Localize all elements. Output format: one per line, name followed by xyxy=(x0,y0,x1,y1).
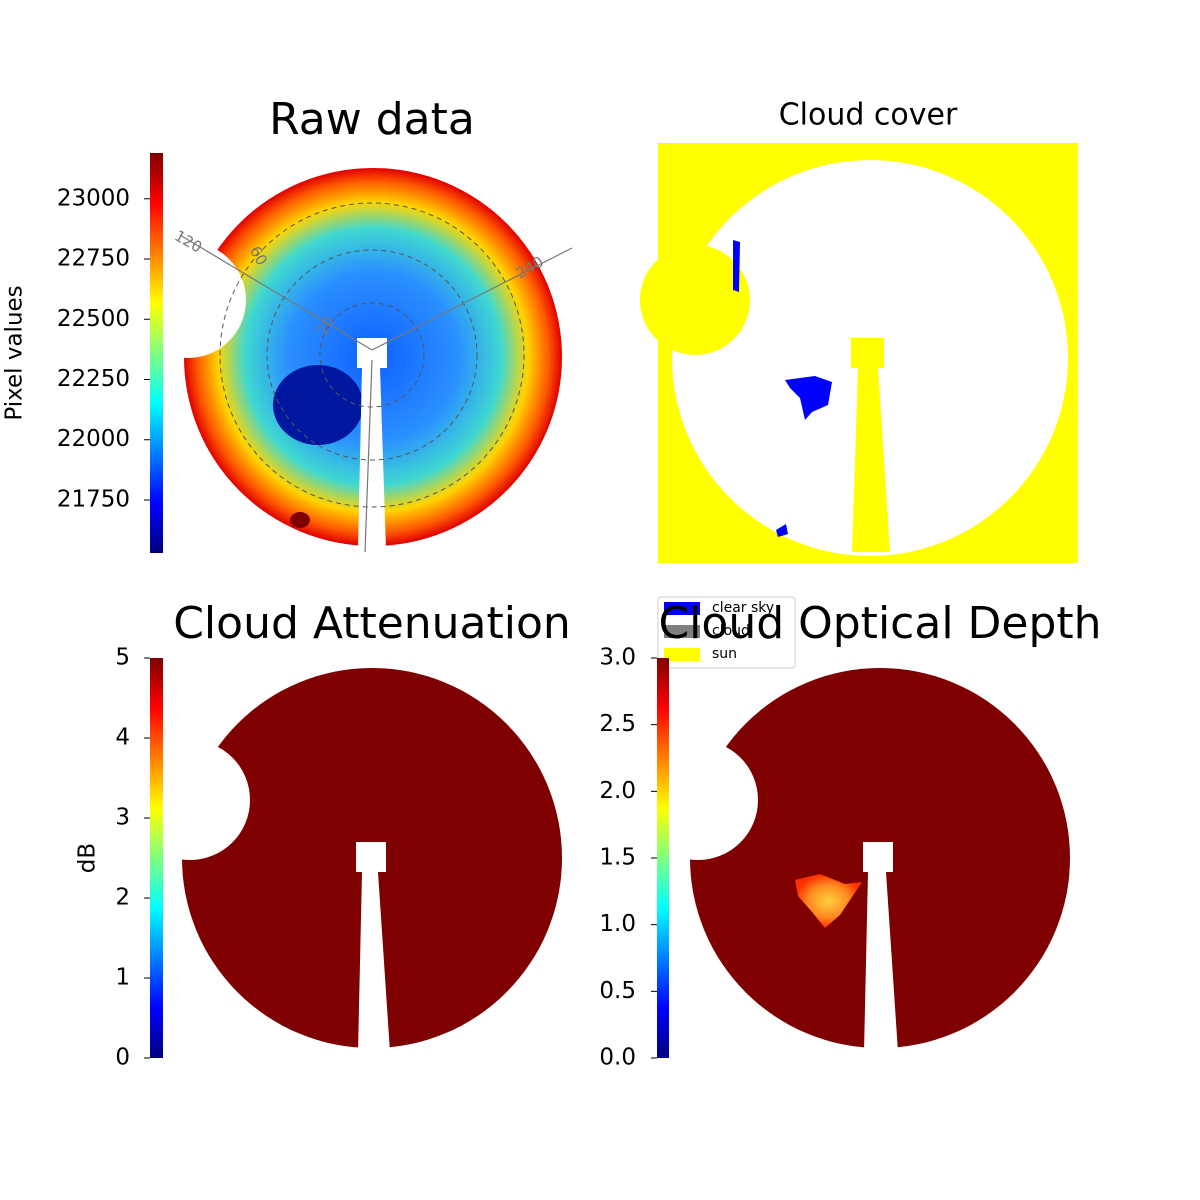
cod-image xyxy=(638,668,1070,1052)
colorbar-tick-label: 3 xyxy=(115,805,130,831)
legend-swatch xyxy=(664,648,700,661)
colorbar-tick-label: 1.0 xyxy=(599,911,636,937)
colorbar xyxy=(150,658,163,1058)
colorbar-tick-label: 2.5 xyxy=(599,711,636,737)
colorbar xyxy=(657,658,669,1058)
colorbar-tick-label: 22250 xyxy=(57,366,130,392)
colorbar-label: dB xyxy=(75,843,101,873)
colorbar-tick-label: 1 xyxy=(115,965,130,991)
colorbar-tick-label: 4 xyxy=(115,725,130,751)
panel-title: Cloud cover xyxy=(779,98,958,133)
legend-label: cloud xyxy=(712,623,750,639)
attenuation-image xyxy=(130,668,562,1052)
legend-label: sun xyxy=(712,646,737,662)
legend-swatch xyxy=(664,602,700,615)
colorbar-tick-label: 5 xyxy=(115,645,130,671)
colorbar-tick-label: 23000 xyxy=(57,185,130,211)
legend-swatch xyxy=(664,625,700,638)
panel-title: Raw data xyxy=(269,94,475,145)
colorbar-tick-label: 0.0 xyxy=(599,1045,636,1071)
cloud-cover-image xyxy=(640,143,1078,563)
colorbar-tick-label: 22750 xyxy=(57,246,130,272)
colorbar-tick-label: 0.5 xyxy=(599,978,636,1004)
colorbar-tick-label: 2.0 xyxy=(599,778,636,804)
colorbar-tick-label: 22500 xyxy=(57,306,130,332)
colorbar-tick-label: 3.0 xyxy=(599,645,636,671)
colorbar-tick-label: 22000 xyxy=(57,426,130,452)
legend-label: clear sky xyxy=(712,600,774,616)
raw-image xyxy=(130,168,573,553)
colorbar-label: Pixel values xyxy=(2,285,28,420)
panel-title: Cloud Attenuation xyxy=(173,598,571,649)
colorbar-tick-label: 1.5 xyxy=(599,845,636,871)
colorbar-tick-label: 0 xyxy=(115,1045,130,1071)
colorbar xyxy=(150,153,163,553)
panel-title: Cloud Optical Depth xyxy=(658,598,1101,649)
colorbar-tick-label: 21750 xyxy=(57,486,130,512)
colorbar-tick-label: 2 xyxy=(115,885,130,911)
